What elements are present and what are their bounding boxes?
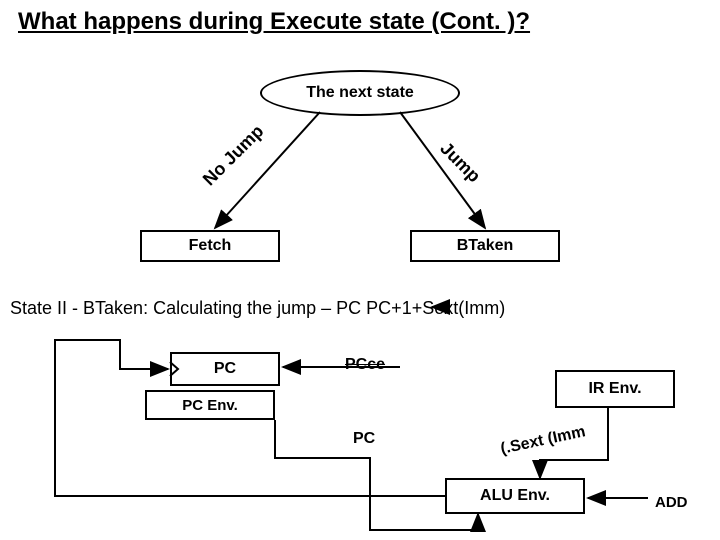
page-title: What happens during Execute state (Cont.… [18,8,530,36]
btaken-box: BTaken [410,230,560,262]
pc-env-box: PC Env. [145,390,275,420]
jump-label: Jump [436,138,485,187]
pc-register-box: PC [170,352,280,386]
alu-env-box: ALU Env. [445,478,585,514]
ir-env-box: IR Env. [555,370,675,408]
no-jump-label: No Jump [199,121,268,190]
state-description: State II - BTaken: Calculating the jump … [10,298,505,319]
add-label: ADD [655,494,688,511]
sext-label: (.Sext (Imm [499,423,587,459]
fetch-box: Fetch [140,230,280,262]
pc-out-label: PC [353,430,375,448]
pcce-label: PCce [345,356,385,374]
next-state-ellipse: The next state [260,70,460,116]
